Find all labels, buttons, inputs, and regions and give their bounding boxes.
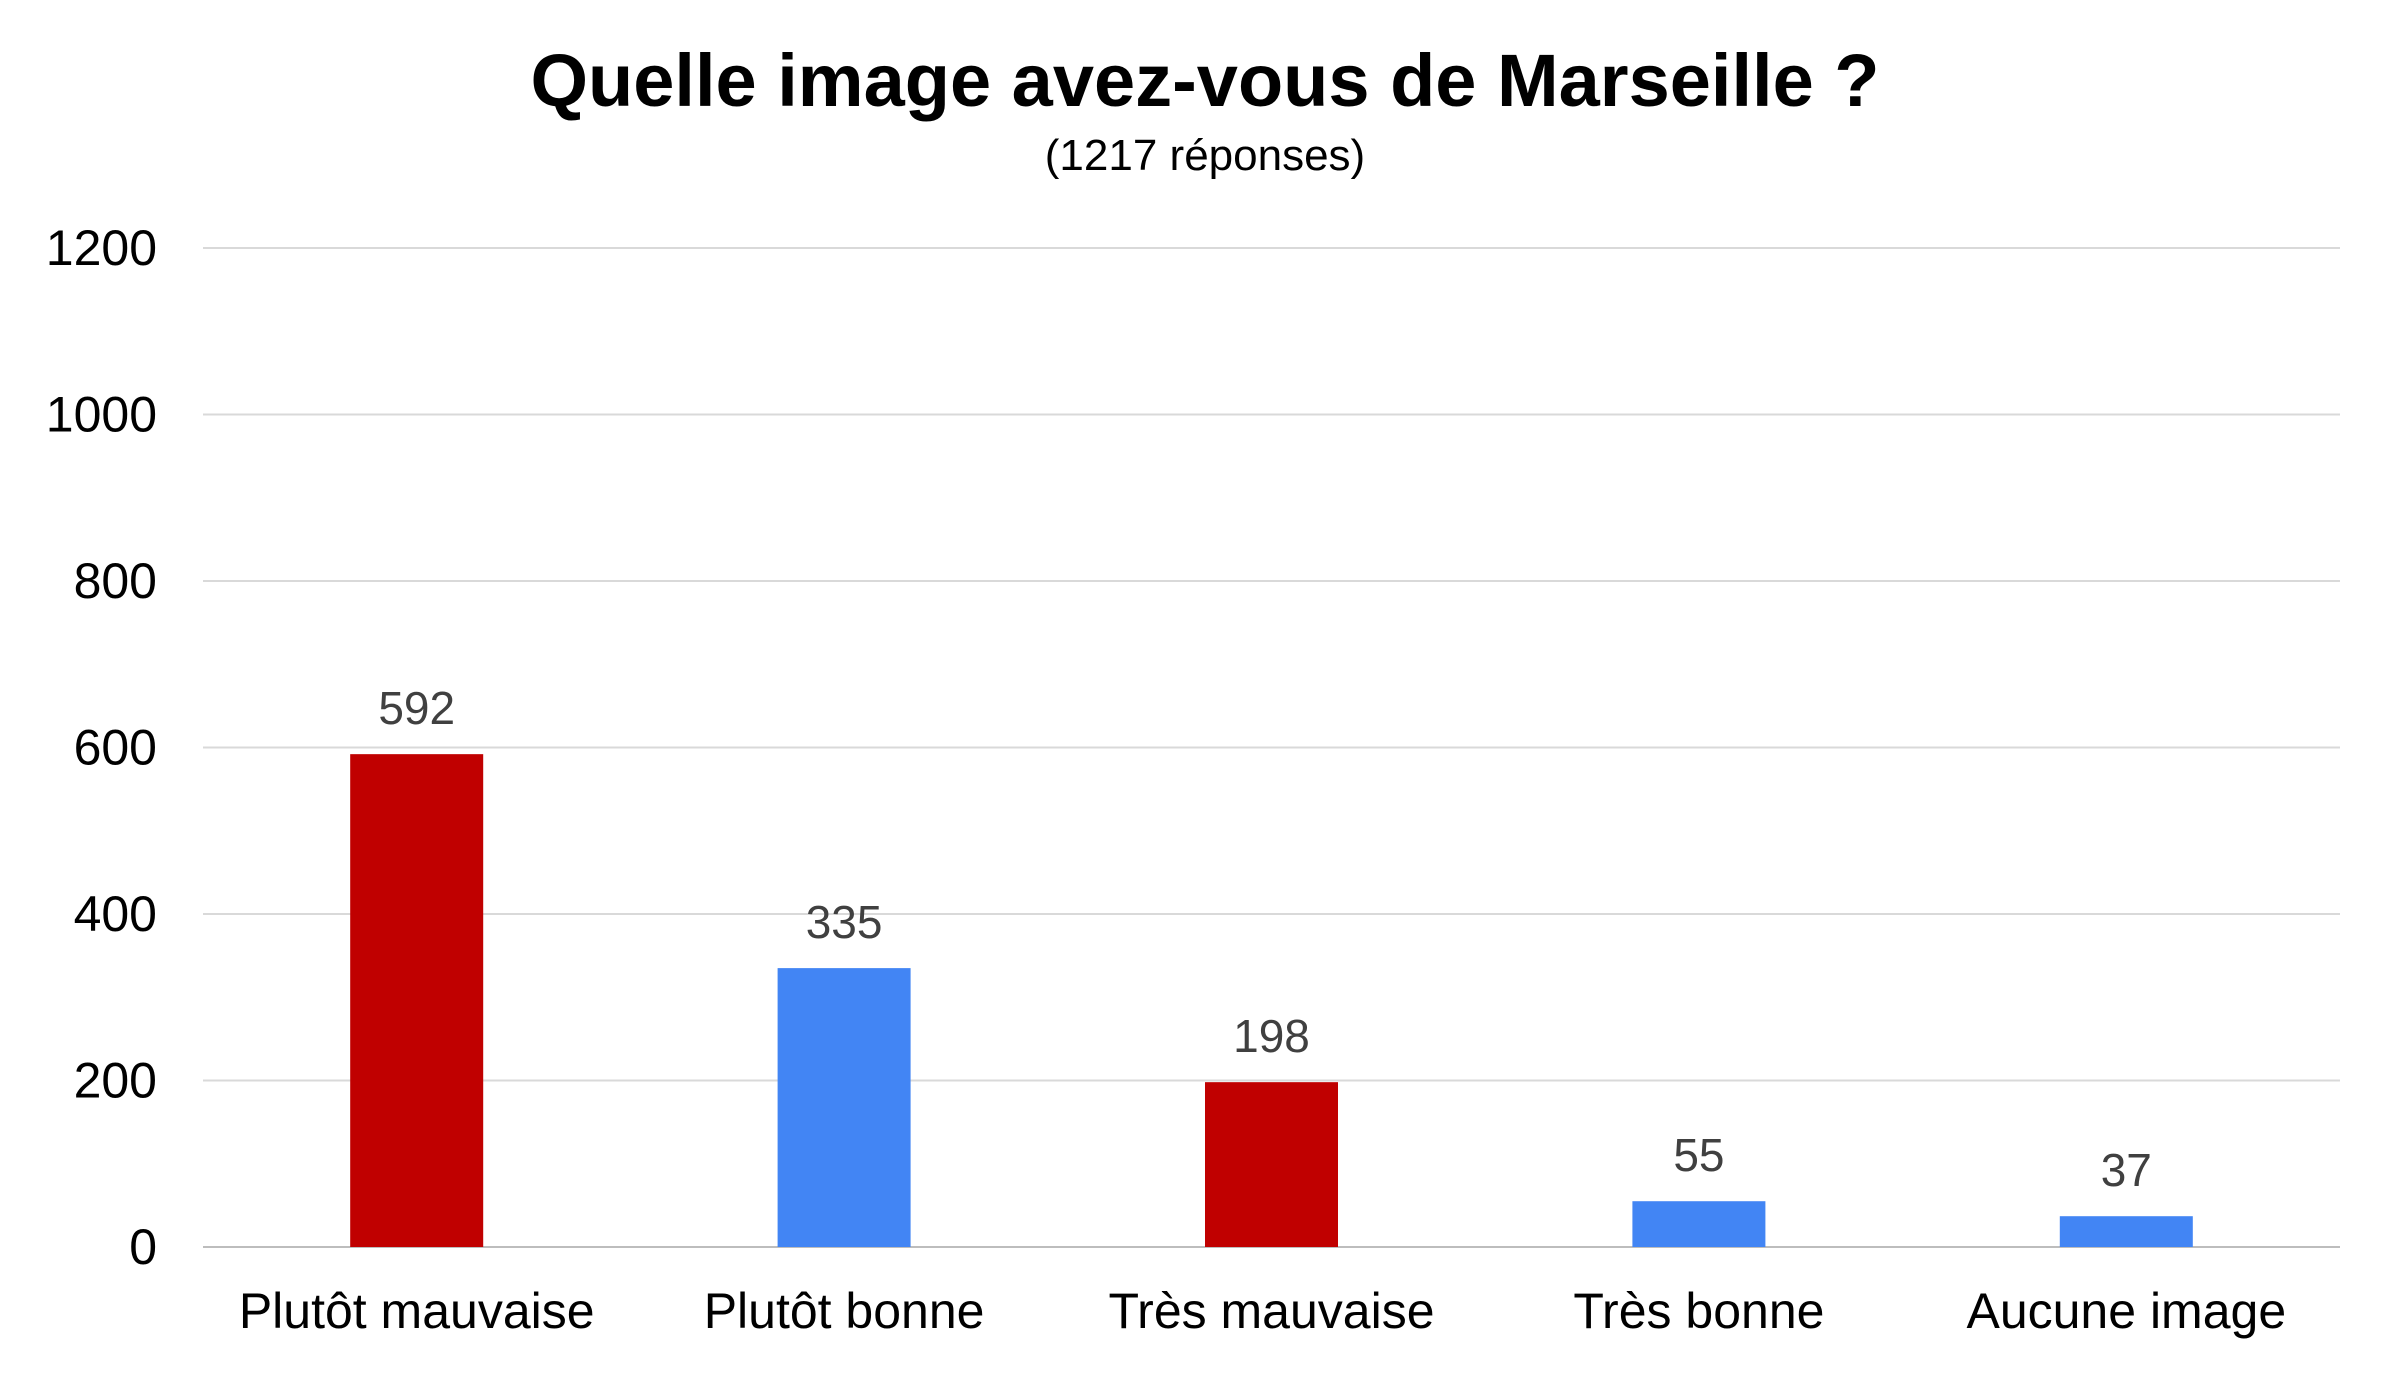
y-tick-label: 600 [74, 720, 157, 776]
data-label: 198 [1233, 1010, 1310, 1062]
y-tick-label: 400 [74, 886, 157, 942]
x-tick-label: Plutôt bonne [704, 1283, 985, 1339]
x-tick-label: Aucune image [1966, 1283, 2286, 1339]
chart-subtitle: (1217 réponses) [1045, 131, 1365, 180]
x-axis: Plutôt mauvaise Plutôt bonne Très mauvaise… [239, 1283, 2286, 1339]
y-tick-label: 0 [129, 1219, 157, 1275]
bar [1205, 1082, 1338, 1247]
bar [777, 968, 911, 1247]
y-tick-label: 800 [74, 553, 157, 609]
data-label: 55 [1673, 1129, 1724, 1181]
data-labels: 592 335 198 55 37 [378, 682, 2152, 1196]
data-label: 592 [378, 682, 455, 734]
data-label: 335 [806, 896, 883, 948]
bar [1632, 1201, 1766, 1247]
y-tick-label: 1000 [46, 387, 157, 443]
bar [350, 754, 484, 1247]
bars [350, 754, 2193, 1247]
chart-title: Quelle image avez-vous de Marseille ? [531, 39, 1880, 122]
y-tick-label: 1200 [46, 220, 157, 276]
data-label: 37 [2101, 1144, 2152, 1196]
y-tick-label: 200 [74, 1053, 157, 1109]
x-tick-label: Très mauvaise [1108, 1283, 1434, 1339]
y-axis: 0 200 400 600 800 1000 1200 [46, 220, 157, 1275]
gridlines [203, 247, 2340, 1248]
x-tick-label: Plutôt mauvaise [239, 1283, 595, 1339]
bar [2059, 1216, 2193, 1247]
x-tick-label: Très bonne [1573, 1283, 1824, 1339]
